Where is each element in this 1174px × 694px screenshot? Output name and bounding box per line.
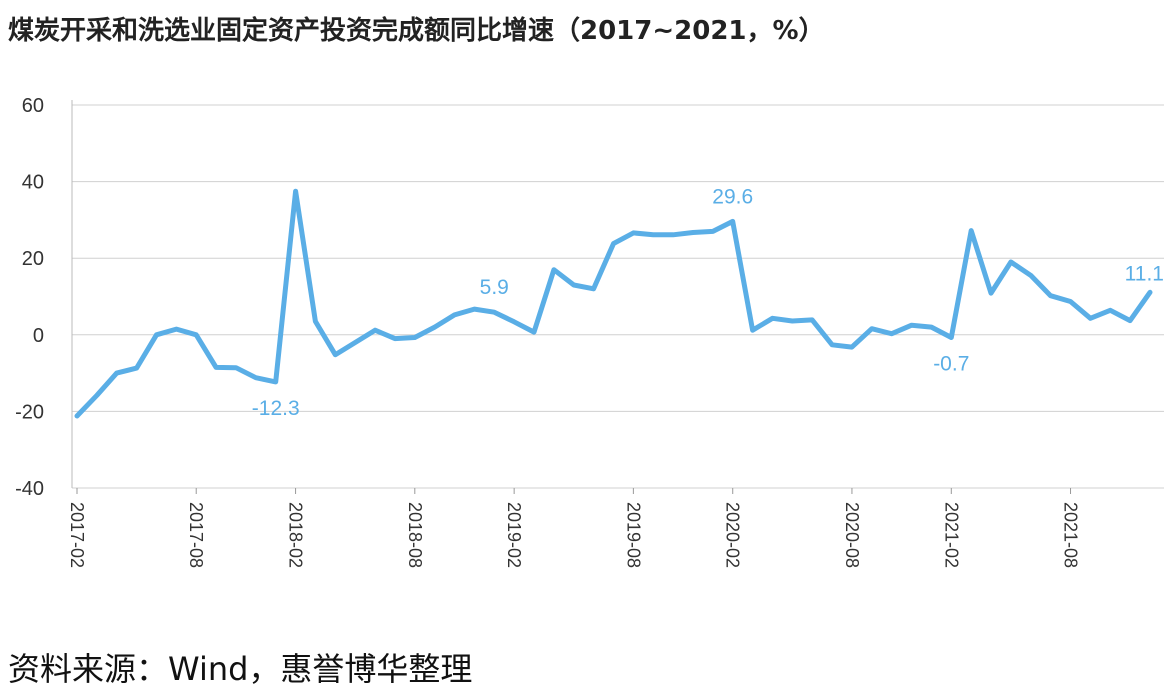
chart-title: 煤炭开采和洗选业固定资产投资完成额同比增速（2017~2021，%） <box>8 16 825 46</box>
x-axis: 2017-02 2017-08 2018-02 2018-08 2019-02 2019-… <box>67 100 1081 568</box>
series-layer <box>74 188 1153 419</box>
y-tick-label: 60 <box>22 95 44 117</box>
x-tick-label: 2021-02 <box>941 502 961 568</box>
x-tick-label: 2021-08 <box>1061 502 1081 568</box>
grid-lines <box>72 104 1164 489</box>
x-tick-label: 2018-08 <box>405 502 425 568</box>
data-label: -0.7 <box>933 352 969 375</box>
data-label: 11.1 <box>1125 262 1164 285</box>
x-tick-label: 2017-08 <box>186 502 206 568</box>
x-tick-label: 2019-02 <box>504 502 524 568</box>
data-label: -12.3 <box>252 397 300 420</box>
y-axis: -40 -20 0 20 40 60 <box>15 95 44 500</box>
x-tick-label: 2017-02 <box>67 502 87 568</box>
x-tick-label: 2019-08 <box>623 502 643 568</box>
x-tick-label: 2020-08 <box>842 502 862 568</box>
line-chart: -40 -20 0 20 40 60 2017-02 2017-08 2018-02 2018-… <box>15 95 1164 568</box>
source-note: 资料来源：Wind，惠誉博华整理 <box>8 650 473 688</box>
x-tick-label: 2020-02 <box>723 502 743 568</box>
y-tick-label: 0 <box>33 325 44 347</box>
y-tick-label: -20 <box>15 401 44 423</box>
data-labels: -12.3 5.9 29.6 -0.7 11.1 <box>252 185 1164 419</box>
data-label: 5.9 <box>480 276 509 299</box>
y-tick-label: 40 <box>22 172 44 194</box>
series-line <box>74 188 1153 419</box>
y-tick-label: -40 <box>15 478 44 500</box>
data-label: 29.6 <box>712 185 753 208</box>
x-tick-label: 2018-02 <box>286 502 306 568</box>
y-tick-label: 20 <box>22 248 44 270</box>
